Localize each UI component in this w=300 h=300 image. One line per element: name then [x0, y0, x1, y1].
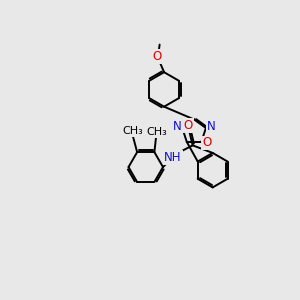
Text: CH₃: CH₃ [123, 126, 143, 136]
Text: CH₃: CH₃ [146, 127, 167, 137]
Text: O: O [202, 136, 212, 149]
Text: O: O [152, 50, 161, 63]
Text: N: N [173, 121, 182, 134]
Text: NH: NH [164, 151, 182, 164]
Text: O: O [184, 119, 193, 132]
Text: N: N [207, 120, 215, 133]
